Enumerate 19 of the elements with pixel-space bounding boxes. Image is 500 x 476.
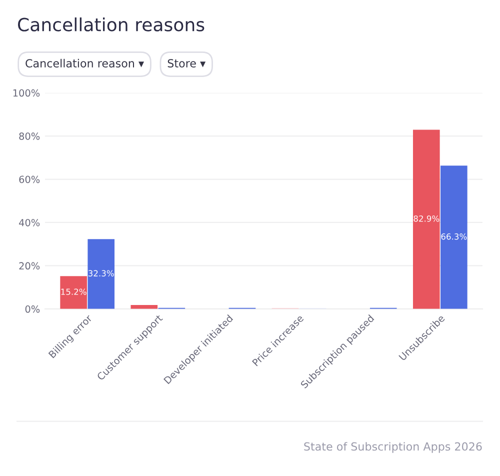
data-label: 82.9% (414, 215, 440, 222)
chart-title: Cancellation reasons (18, 17, 204, 32)
y-tick-label: 40% (19, 218, 40, 226)
y-tick-label: 80% (19, 132, 40, 140)
data-label: 15.2% (61, 288, 86, 295)
y-tick-label: 0% (25, 305, 40, 313)
y-tick-label: 100% (13, 89, 40, 97)
text: Cancellation reason ▾ (26, 58, 144, 68)
bar (88, 239, 115, 309)
bar (412, 130, 440, 309)
data-label: 66.3% (441, 233, 467, 240)
bar (440, 166, 468, 309)
bar (60, 276, 87, 309)
data-label: 32.3% (88, 270, 114, 276)
y-tick-label: 20% (19, 262, 40, 270)
text: State of Subscription Apps 2026 (304, 442, 482, 453)
y-tick-label: 60% (19, 176, 40, 184)
text: Store ▾ (168, 59, 206, 68)
bar (130, 305, 158, 309)
